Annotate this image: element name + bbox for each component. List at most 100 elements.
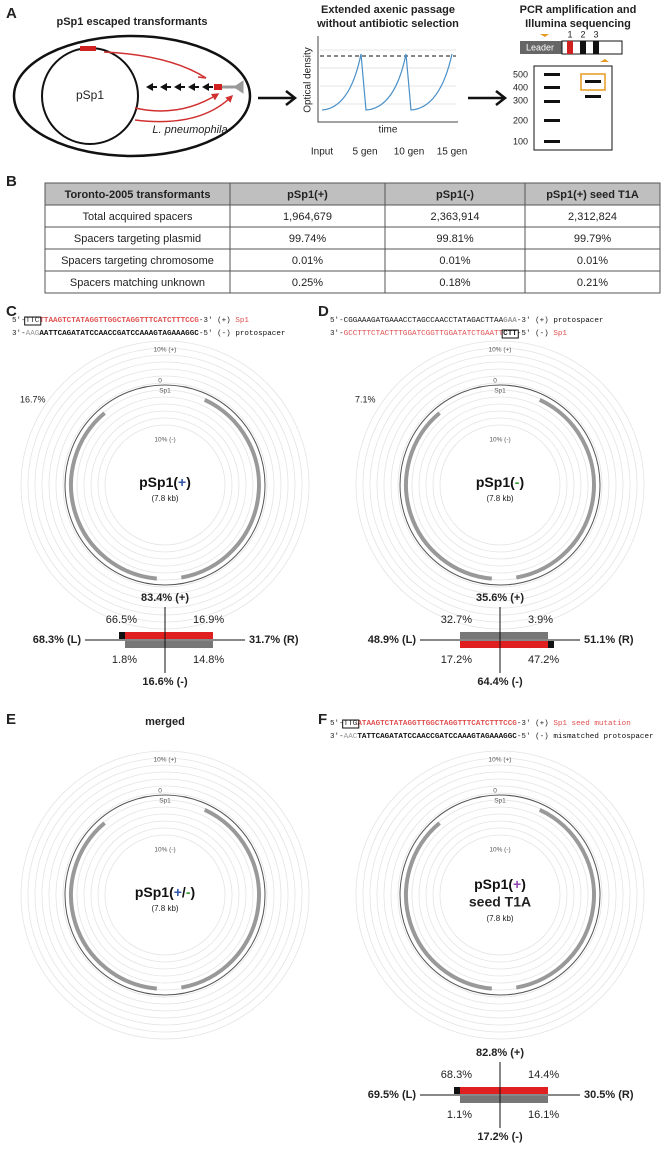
gene-arc	[69, 821, 157, 991]
sequence-part: 3′-	[12, 330, 26, 338]
sequence-part: AAG	[26, 330, 40, 338]
quadrant-label: 17.2%	[441, 654, 472, 666]
sequence: 5′-CGGAAAGATGAAACCTAGCCAACCTATAGACTTAAGA…	[330, 317, 603, 325]
od-curve	[321, 53, 453, 111]
cas	[222, 80, 244, 94]
crispr-array	[146, 83, 213, 91]
ring	[411, 396, 589, 574]
ring	[97, 417, 233, 553]
left-label: 68.3% (L)	[33, 634, 82, 646]
ring	[90, 820, 240, 970]
ring	[83, 403, 247, 567]
axis-label: time	[379, 125, 398, 136]
ring	[62, 382, 268, 588]
sequence: 5′-TTGATAAGTCTATAGGTTGGCTAGGTTTCATCTTTCC…	[330, 720, 631, 728]
name-part: pSp1(	[476, 474, 515, 490]
plasmid-name: pSp1(+)	[474, 876, 526, 892]
pam-box	[24, 316, 42, 326]
marker-label: Sp1	[159, 798, 171, 805]
panel-label: C	[6, 303, 17, 320]
title: PCR amplification and	[520, 4, 637, 16]
title: Extended axenic passage	[321, 4, 455, 16]
marker-label: Sp1	[494, 388, 506, 395]
strand-bar	[460, 1096, 548, 1103]
ladder	[544, 73, 601, 143]
right-label: 51.1% (R)	[584, 634, 634, 646]
panel-label: D	[318, 303, 329, 320]
zero-label: 0	[493, 788, 497, 795]
spacer	[214, 84, 222, 90]
plasmid-name: pSp1(+)	[139, 474, 191, 490]
baseline-ring	[64, 384, 266, 586]
gene-arc	[515, 807, 596, 990]
left-label: 48.9% (L)	[368, 634, 417, 646]
axis-label: Optical density	[303, 47, 314, 113]
name-part: )	[186, 474, 191, 490]
strand-bar	[460, 1087, 548, 1094]
od-grid	[320, 49, 456, 105]
name-part: +	[513, 876, 521, 892]
gene-arc	[515, 397, 596, 580]
sequence-part: 3′-	[330, 330, 344, 338]
header-cell: pSp1(-)	[436, 189, 474, 201]
pam-box	[342, 719, 360, 729]
arrow	[103, 51, 207, 79]
plasmid-name: pSp1(+/-)	[135, 884, 195, 900]
quadrant-label: 16.9%	[193, 614, 224, 626]
gene-arc	[404, 411, 492, 581]
ring	[418, 403, 582, 567]
baseline-ring	[399, 384, 601, 586]
plus-label: 83.4% (+)	[141, 592, 189, 604]
sequence-part: GCCTTTCTACTTTGGATCGGTTGGATATCTGAATT	[344, 330, 504, 338]
scale-label: 10% (+)	[489, 347, 512, 354]
left-label: 69.5% (L)	[368, 1089, 417, 1101]
name-part: pSp1(	[139, 474, 178, 490]
sequence: 3′-GCCTTTCTACTTTGGATCGGTTGGATATCTGAATTCT…	[330, 330, 567, 338]
sequence-part: AAC	[344, 733, 358, 741]
marker-label: Sp1	[159, 388, 171, 395]
quadrant-label: 14.8%	[193, 654, 224, 666]
ring	[62, 792, 268, 998]
ring	[104, 424, 226, 546]
pam-box	[501, 329, 519, 339]
name-part: -	[515, 474, 520, 490]
panel-title: merged	[145, 716, 185, 728]
cell-text: 0.21%	[577, 277, 608, 289]
scale-label: 10% (+)	[489, 757, 512, 764]
repeat-label: 2	[580, 29, 585, 39]
minus-label: 16.6% (-)	[142, 676, 188, 688]
gene-arc	[404, 821, 492, 991]
sequence: 3′-AAGAATTCAGATATCCAACCGATCCAAAGTAGAAAGG…	[12, 330, 285, 338]
ring	[432, 417, 568, 553]
quadrant-label: 47.2%	[528, 654, 559, 666]
arrow	[258, 90, 298, 106]
sequence-part: protospacer	[553, 317, 603, 325]
name-part: )	[190, 884, 195, 900]
ring	[390, 785, 610, 1005]
ring	[41, 771, 289, 1019]
gel	[533, 65, 613, 151]
od-axes	[317, 36, 458, 123]
panel: F 5′-TTGATAAGTCTATAGGTTGGCTAGGTTTCATCTTTC…	[318, 711, 654, 1143]
end-mark	[548, 641, 554, 648]
arrow	[468, 90, 508, 106]
table: Toronto-2005 transformants pSp1(+) pSp1(-)…	[44, 182, 661, 294]
repeat-label: 3	[593, 29, 598, 39]
cell-text: 2,363,914	[431, 211, 480, 223]
sequence-part: TATTCAGATATCCAACCGATCCAAAGTAGAAAGGC	[357, 733, 517, 741]
plus-label: 35.6% (+)	[476, 592, 524, 604]
ring	[55, 375, 275, 595]
cell	[524, 270, 661, 294]
quadrant-label: 32.7%	[441, 614, 472, 626]
sequence-part: ATAAGTCTATAGGTTGGCTAGGTTTCATCTTTCCG	[357, 720, 517, 728]
cell-text: 0.25%	[292, 277, 323, 289]
highlight	[580, 73, 606, 91]
sequence-part: Sp1 seed mutation	[553, 720, 630, 728]
zero-label: 0	[158, 788, 162, 795]
cell-text: 99.74%	[289, 233, 327, 245]
cell-text: 1,964,679	[283, 211, 332, 223]
ring	[383, 778, 617, 1012]
x-label: 10 gen	[394, 147, 425, 158]
